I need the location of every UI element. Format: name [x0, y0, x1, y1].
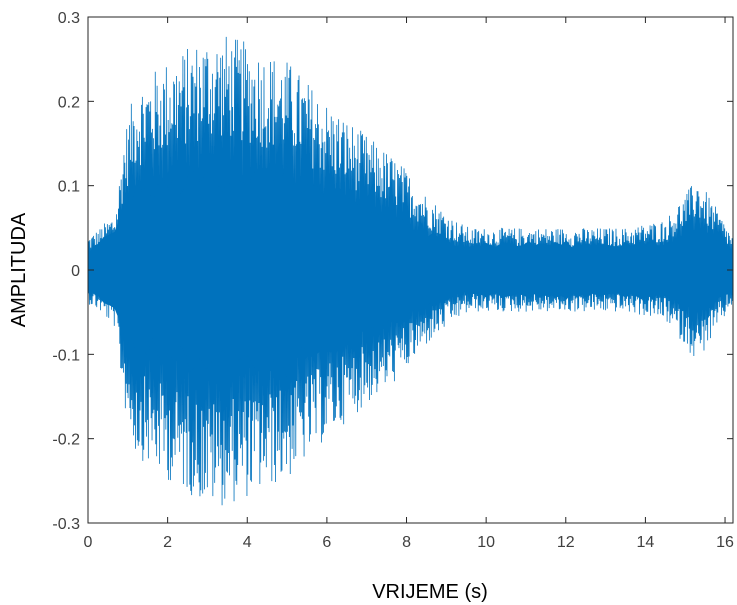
- x-tick-label: 10: [477, 534, 495, 551]
- y-tick-label: -0.3: [52, 516, 80, 533]
- y-tick-label: 0.3: [58, 10, 80, 27]
- x-tick-label: 8: [402, 534, 411, 551]
- y-tick-label: -0.1: [52, 347, 80, 364]
- y-tick-label: 0.1: [58, 179, 80, 196]
- x-tick-label: 4: [243, 534, 252, 551]
- y-axis-label: AMPLITUDA: [8, 212, 30, 327]
- x-tick-label: 6: [322, 534, 331, 551]
- x-tick-label: 16: [716, 534, 734, 551]
- y-tick-label: 0.2: [58, 94, 80, 111]
- y-tick-label: -0.2: [52, 432, 80, 449]
- x-tick-label: 2: [163, 534, 172, 551]
- x-tick-label: 12: [557, 534, 575, 551]
- y-tick-label: 0: [71, 263, 80, 280]
- waveform-dense-band: [87, 162, 734, 378]
- x-ticks: 0 2 4 6 8 10 12 14 16: [84, 17, 734, 551]
- plot-area: [87, 36, 734, 506]
- x-tick-label: 14: [637, 534, 655, 551]
- y-ticks: -0.3 -0.2 -0.1 0 0.1 0.2 0.3: [52, 10, 733, 533]
- x-axis-label: VRIJEME (s): [372, 581, 488, 603]
- x-tick-label: 0: [84, 534, 93, 551]
